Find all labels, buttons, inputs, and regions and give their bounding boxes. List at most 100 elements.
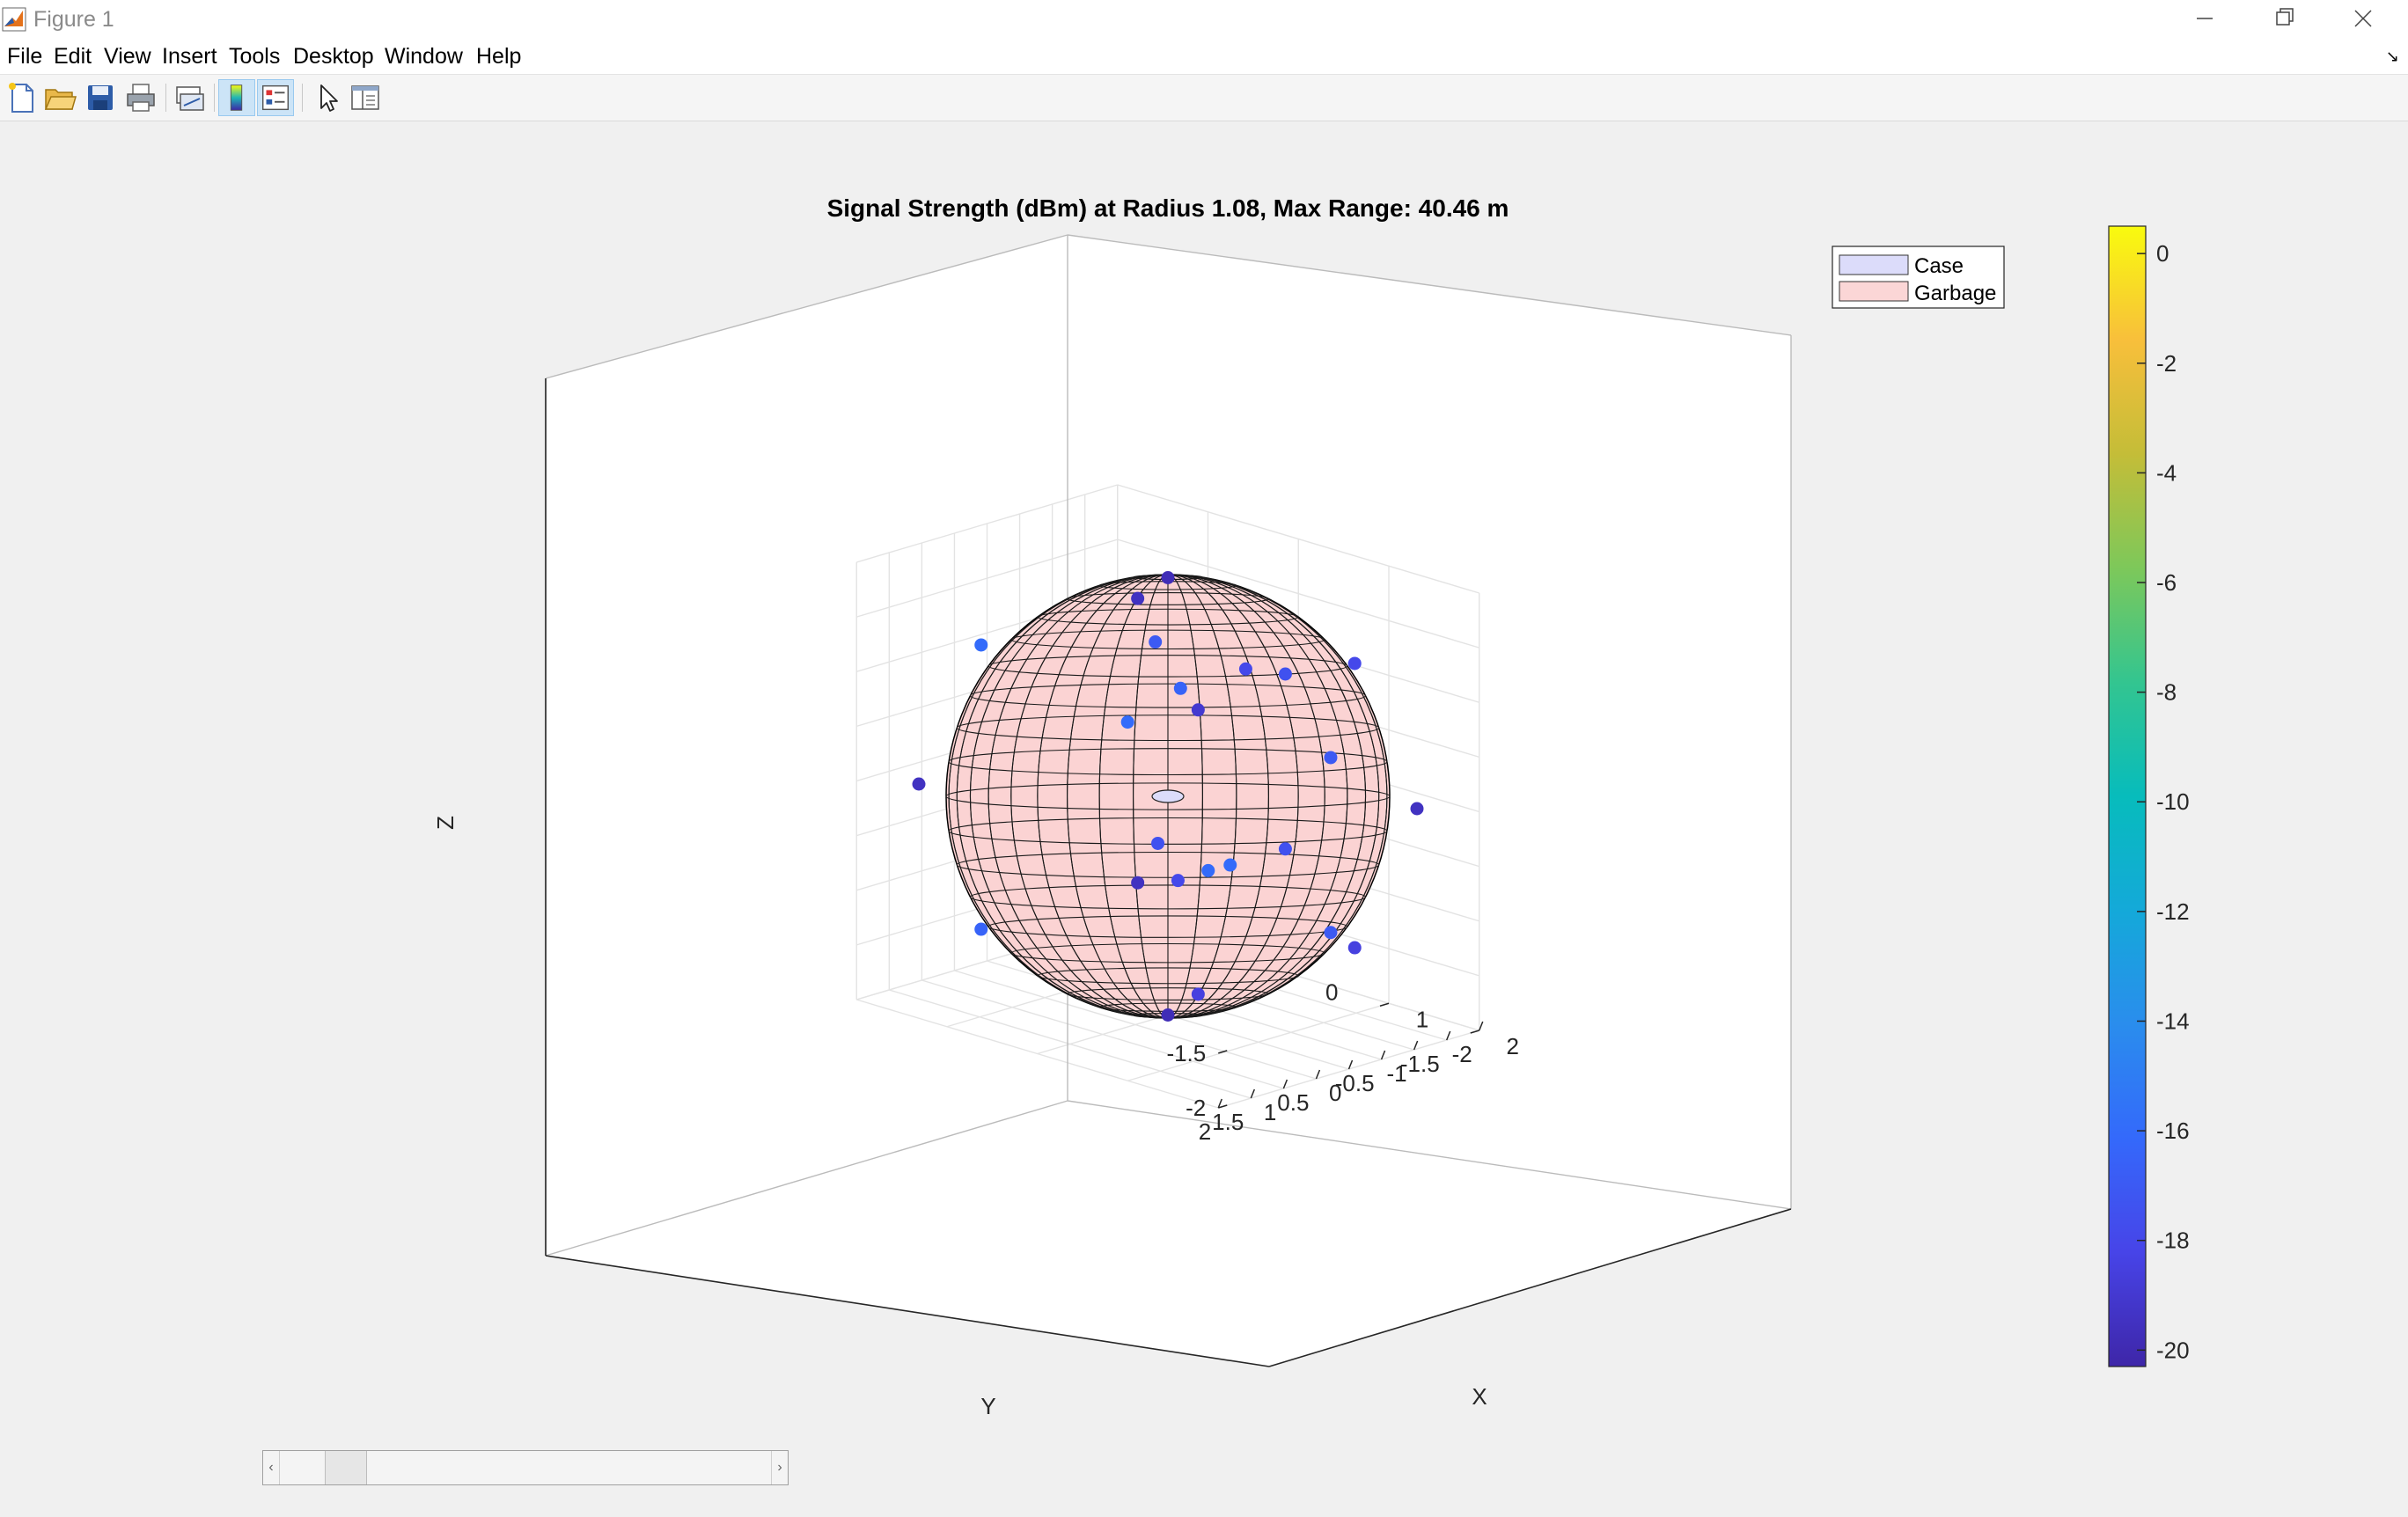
new-file-icon[interactable] [4,79,40,116]
slider-left-arrow-icon[interactable]: ‹ [263,1451,280,1484]
z-tick-label: -1.5 [1166,1040,1206,1066]
scatter-point [1410,802,1424,816]
colorbar-tick-label: -6 [2156,569,2177,596]
y-tick-label: 1 [1264,1099,1276,1125]
folder-open-icon[interactable] [41,79,78,116]
y-tick-label: -1 [1387,1060,1407,1087]
sphere-parallel [1067,987,1269,1000]
sphere-parallel [1037,608,1299,626]
colorbar-ticks: 0 -2 -4 -6 -8 -10 -12 -14 -16 -18 -20 [2137,240,2190,1363]
z-tick-label: -2 [1186,1095,1206,1121]
plot-title: Signal Strength (dBm) at Radius 1.08, Ma… [827,194,1509,222]
colorbar-tick-label: -16 [2156,1118,2190,1144]
pointer-arrow-icon[interactable] [308,79,345,116]
scatter-point [1223,858,1237,872]
sphere-parallel [948,817,1388,845]
menu-edit[interactable]: Edit [54,44,92,69]
legend-icon[interactable] [257,79,294,116]
x-tick-label: 2 [1507,1033,1519,1059]
sphere-parallel [948,748,1388,776]
colorbar-tick-label: -4 [2156,459,2177,486]
menu-window[interactable]: Window [385,44,463,69]
panel-toggle-icon[interactable] [347,79,384,116]
restore-icon[interactable] [2244,0,2324,39]
y-tick-mark [1479,1021,1484,1031]
sphere-parallel [1037,967,1299,985]
colorbar-gradient [2108,225,2147,1367]
y-tick-label: 1.5 [1212,1109,1244,1135]
sphere-parallel [1067,592,1269,605]
sphere-parallel [1010,629,1325,650]
case-object [1151,789,1185,803]
y-tick-label: 0 [1329,1080,1341,1106]
scatter-point [974,922,988,936]
scatter-point [1171,874,1185,888]
scatter-point [1201,863,1215,877]
scatter-points-front [912,571,1424,1022]
y-axis-label: Y [980,1393,995,1419]
close-icon[interactable] [2324,0,2403,39]
slider-thumb[interactable] [325,1451,367,1484]
menu-file[interactable]: File [7,44,43,69]
scatter-point [1161,1008,1175,1022]
x-tick-label: 1 [1416,1006,1428,1032]
minimize-icon[interactable] [2165,0,2244,39]
link-plot-icon[interactable] [171,79,208,116]
colorbar-tick-label: -2 [2156,350,2177,377]
y-tick-mark [1217,1098,1222,1109]
colorbar-icon[interactable] [218,79,255,116]
y-tick-mark [1413,1040,1419,1051]
legend-swatch-case [1839,254,1909,275]
scatter-point [1347,656,1362,671]
save-icon[interactable] [82,79,119,116]
x-tick-mark [1470,1030,1479,1034]
z-axis-label: Z [432,816,459,830]
scatter-point [1149,635,1163,649]
colorbar[interactable]: 0 -2 -4 -6 -8 -10 -12 -14 -16 -18 -20 [2108,225,2190,1367]
grid-line [1127,1002,1390,1081]
matlab-icon [2,7,26,32]
colorbar-tick-label: -12 [2156,898,2190,925]
menu-view[interactable]: View [104,44,151,69]
sphere-parallel [956,851,1380,878]
dock-arrow-icon[interactable]: ↘ [2385,48,2399,65]
menu-help[interactable]: Help [476,44,522,69]
legend[interactable]: Case Garbage [1832,246,2005,309]
window-titlebar: Figure 1 [0,0,2408,39]
y-tick-mark [1250,1088,1256,1099]
scatter-point [1278,842,1292,856]
radius-slider[interactable]: ‹ › [262,1450,789,1485]
scatter-point [1238,662,1252,676]
scatter-point [912,777,926,791]
menu-desktop[interactable]: Desktop [293,44,374,69]
plot-axes[interactable] [545,234,1792,1367]
x-tick-label: 0 [1325,979,1338,1006]
scatter-point [1191,703,1205,717]
menu-bar: File Edit View Insert Tools Desktop Wind… [0,39,2408,75]
y-tick-mark [1315,1069,1321,1080]
y-axis-ticks: 2 1.5 1 0.5 0-0.5 -1-1.5 -2 [1199,1021,1484,1145]
scatter-point [1151,836,1165,850]
slider-right-arrow-icon[interactable]: › [771,1451,788,1484]
garbage-sphere[interactable] [945,574,1391,1019]
scatter-point [1131,876,1145,890]
sphere-parallel [969,683,1367,708]
scatter-point [1191,987,1205,1001]
sphere-parallel [987,915,1348,938]
x-axis-label: X [1472,1383,1487,1410]
colorbar-tick-label: -8 [2156,679,2177,706]
colorbar-tick-label: -10 [2156,788,2190,815]
scatter-point [1120,715,1134,729]
toolbar-separator [302,84,303,112]
z-tick-mark [1218,1050,1228,1054]
scatter-point [1278,667,1292,681]
printer-icon[interactable] [122,79,159,116]
sphere-parallel [945,782,1391,810]
menu-insert[interactable]: Insert [162,44,217,69]
menu-tools[interactable]: Tools [229,44,281,69]
toolbar-separator [214,84,215,112]
window-title: Figure 1 [33,7,114,32]
sphere-parallel [956,715,1380,742]
axis-lines [545,378,1792,1367]
